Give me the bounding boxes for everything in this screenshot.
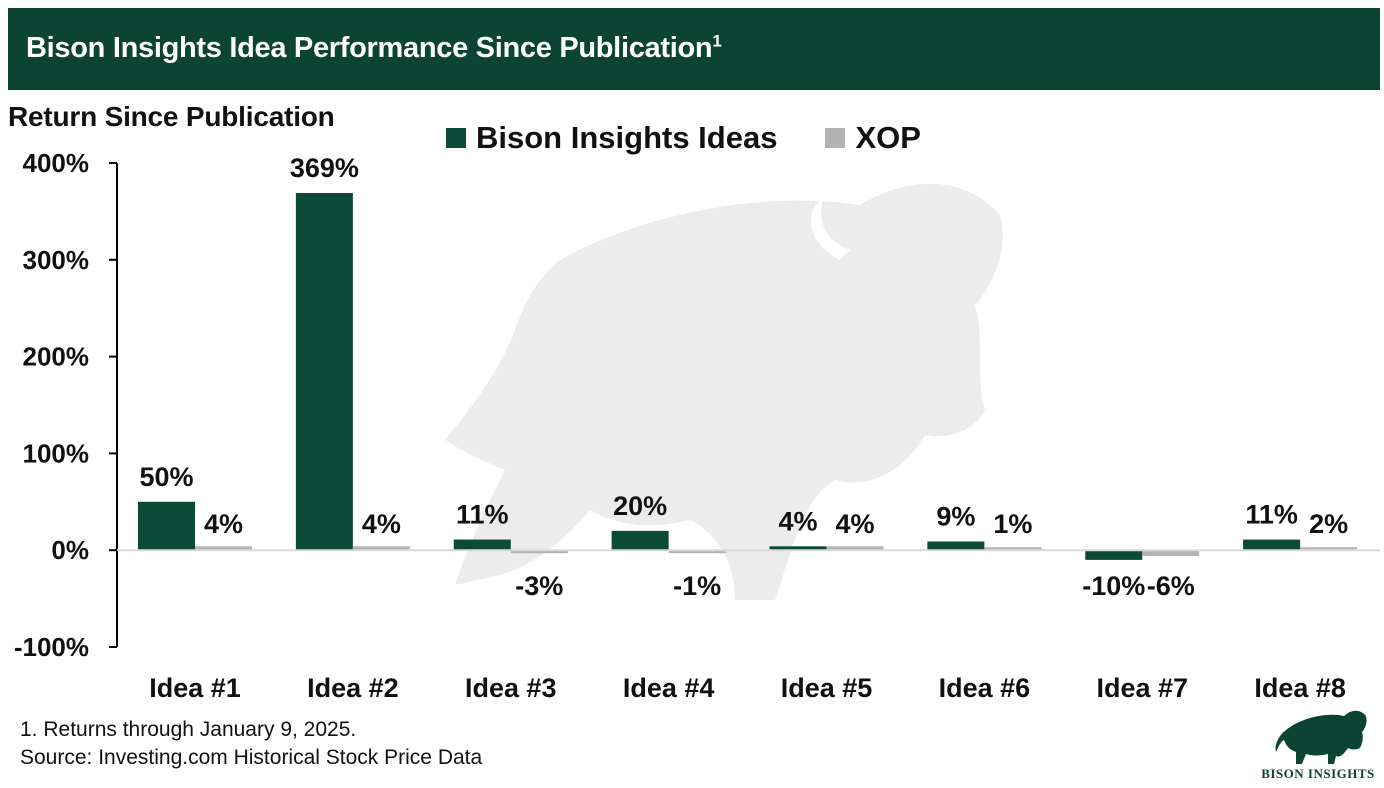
legend-item-ideas: Bison Insights Ideas	[446, 120, 777, 156]
legend-swatch-ideas	[446, 128, 466, 148]
legend-label-ideas: Bison Insights Ideas	[476, 120, 778, 155]
data-label: 11%	[456, 500, 509, 530]
bar-xop	[195, 546, 252, 551]
data-label: 4%	[362, 509, 401, 539]
bar-xop	[352, 546, 410, 551]
header-banner: Bison Insights Idea Performance Since Pu…	[8, 8, 1380, 90]
data-label: 11%	[1245, 500, 1298, 530]
x-tick-labels-group: Idea #1 Idea #2 Idea #3 Idea #4 Idea #5 Idea …	[149, 673, 1346, 703]
y-tick-label: 400%	[23, 148, 90, 178]
y-axis-title: Return Since Publication	[8, 101, 335, 132]
data-label: -1%	[673, 571, 721, 601]
chart-title: Bison Insights Idea Performance Since Pu…	[26, 31, 722, 64]
bar-ideas	[611, 530, 669, 551]
x-tick-label: Idea #5	[781, 673, 873, 703]
x-tick-label: Idea #1	[149, 673, 241, 703]
bar-ideas	[1243, 539, 1301, 551]
y-tick-label: 100%	[23, 438, 90, 468]
data-labels-group: 50% 4% 369% 4% 11% -3% 20% -1% 4% 4% 9% 1% -10% -6% 11…	[139, 153, 1348, 601]
bar-ideas	[453, 539, 511, 551]
bar-ideas	[138, 501, 195, 551]
bar-ideas	[295, 193, 353, 551]
footnote-returns: 1. Returns through January 9, 2025.	[20, 718, 357, 741]
bar-ideas	[1085, 550, 1143, 560]
x-tick-label: Idea #7	[1096, 673, 1188, 703]
y-tick-label: 200%	[23, 342, 90, 372]
x-tick-label: Idea #2	[307, 673, 399, 703]
legend-label-xop: XOP	[855, 120, 921, 155]
legend-item-xop: XOP	[825, 120, 921, 156]
bar-xop	[1300, 547, 1358, 551]
bar-xop	[984, 547, 1042, 551]
legend-swatch-xop	[825, 128, 846, 148]
data-label: -3%	[515, 571, 563, 601]
data-label: 4%	[778, 506, 817, 536]
bison-logo: BISON INSIGHTS	[1256, 700, 1380, 784]
bison-icon	[1275, 710, 1367, 764]
data-label: 369%	[290, 153, 359, 183]
bar-chart: 400% 300% 200% 100% 0% -100% 50% 4% 369% 4% 11% -3…	[14, 148, 1380, 703]
y-tick-label: 300%	[23, 245, 90, 275]
data-label: -10%	[1082, 571, 1145, 601]
data-label: 9%	[936, 501, 975, 531]
y-tick-label: 0%	[51, 535, 89, 565]
bison-watermark-icon	[445, 183, 1003, 600]
x-tick-label: Idea #6	[939, 673, 1031, 703]
bar-xop	[1142, 550, 1200, 557]
data-label: 4%	[204, 509, 243, 539]
bars-group	[117, 193, 1380, 560]
data-label: 20%	[613, 491, 667, 521]
logo-text: BISON INSIGHTS	[1261, 766, 1375, 781]
bar-ideas	[927, 541, 985, 551]
data-label: 50%	[139, 462, 193, 492]
bar-xop	[826, 546, 884, 551]
bar-xop	[510, 550, 568, 554]
data-label: 1%	[993, 509, 1032, 539]
x-tick-label: Idea #3	[465, 673, 557, 703]
bar-xop	[668, 550, 726, 554]
data-label: -6%	[1147, 571, 1195, 601]
data-label: 4%	[835, 509, 874, 539]
x-tick-label: Idea #8	[1254, 673, 1346, 703]
bar-ideas	[769, 546, 827, 551]
data-label: 2%	[1309, 509, 1348, 539]
footnote-source: Source: Investing.com Historical Stock P…	[20, 746, 483, 769]
x-tick-label: Idea #4	[623, 673, 715, 703]
legend: Bison Insights Ideas XOP	[446, 118, 969, 158]
y-axis: 400% 300% 200% 100% 0% -100%	[14, 148, 118, 662]
y-tick-label: -100%	[14, 632, 89, 662]
